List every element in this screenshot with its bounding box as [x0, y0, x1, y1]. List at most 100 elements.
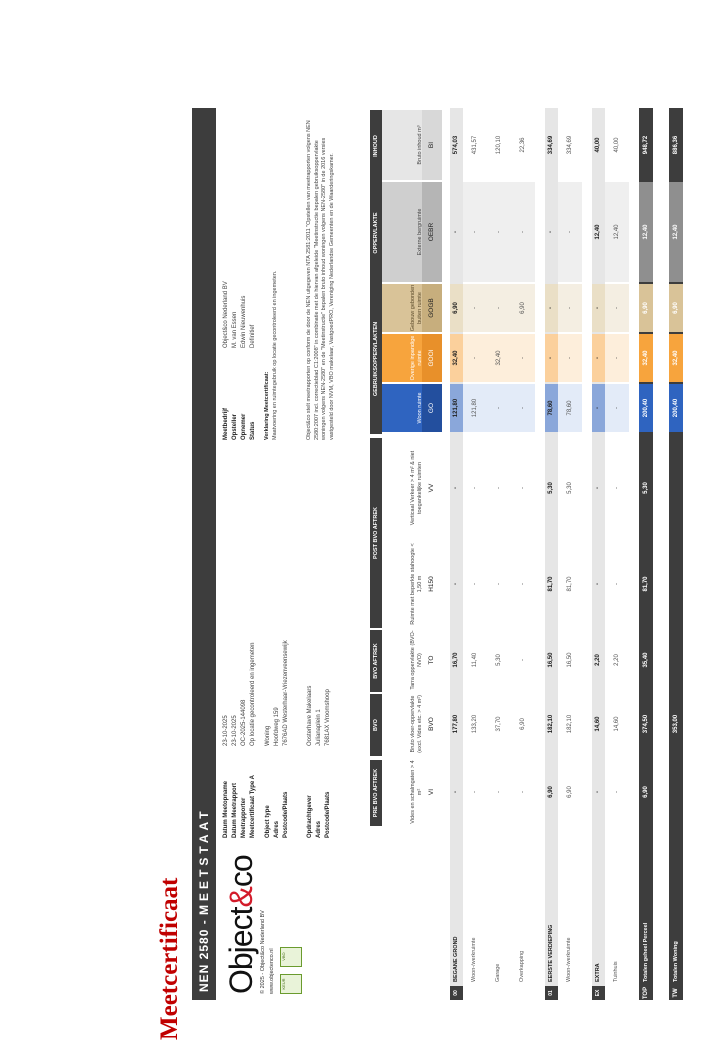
row-cell: -	[520, 659, 526, 661]
client-info-value: Oosterhave Makelaars	[307, 685, 313, 746]
section-total-cell: -	[545, 284, 558, 332]
object-info-key: Adres	[274, 820, 280, 838]
section-tag: 01	[545, 986, 558, 1000]
section-total-cell: -	[453, 231, 459, 233]
total-cell: 81,70	[643, 576, 649, 592]
section-total-cell: 334,69	[548, 135, 554, 155]
object-info: Object type Woning Adres Hoofdweg 159 Postco…	[264, 640, 291, 838]
column-code: OEBR	[422, 182, 442, 282]
row-cell: -	[472, 487, 478, 489]
total-cell: 6,90	[639, 284, 653, 332]
company-url: www.objectenco.nl	[269, 948, 275, 994]
row-cell: -	[520, 791, 526, 793]
meta-right-value: M. van Essen	[232, 311, 238, 348]
row-cell: -	[614, 487, 620, 489]
section-total-cell: -	[545, 334, 558, 382]
total-cell: 35,40	[643, 652, 649, 668]
meta-right-value: Object&co Nederland BV	[223, 281, 229, 348]
row-cell: 16,50	[567, 652, 573, 668]
section-total-cell: 14,60	[595, 716, 601, 732]
section-total-cell: -	[453, 487, 459, 489]
meta-left-value: Op locatie gecontroleerd en ingemeten	[250, 642, 256, 746]
total-cell: 200,40	[669, 384, 683, 432]
row-cell: -	[605, 284, 629, 332]
row-cell: 120,10	[496, 135, 502, 155]
section-name: EXTRA	[595, 963, 601, 982]
section-total-cell: 16,70	[453, 652, 459, 668]
object-info-row: Adres Hoofdweg 159	[273, 640, 282, 838]
row-cell: -	[487, 384, 511, 432]
meta-left-row: Datum Meetrapport 23-10-2025	[231, 643, 240, 838]
total-cell	[669, 630, 683, 690]
total-tag: TOP	[643, 986, 649, 1000]
total-cell: 32,40	[669, 334, 683, 382]
client-info-row: Adres Julianaplein 1	[315, 686, 324, 838]
group-header: BVO	[370, 694, 382, 756]
total-cell: 200,40	[639, 384, 653, 432]
row-cell: 6,90	[520, 718, 526, 730]
group-header: POST BVO AFTREK	[370, 438, 382, 628]
section-total-cell: 5,30	[548, 482, 554, 494]
row-cell: 133,20	[472, 714, 478, 734]
section-total-cell: -	[595, 487, 601, 489]
row-cell: 5,30	[567, 482, 573, 494]
meta-left-key: Datum Meetrapport	[232, 782, 238, 838]
total-cell: 6,90	[643, 786, 649, 798]
row-cell: -	[463, 284, 487, 332]
row-name: Garage	[495, 963, 501, 982]
client-info-key: Adres	[316, 820, 322, 838]
object-info-value: Woning	[265, 725, 271, 746]
section-total-cell: -	[592, 334, 605, 382]
banner-nen: NEN 2580	[197, 928, 211, 992]
row-cell: 6,90	[567, 786, 573, 798]
banner-dash: -	[197, 919, 211, 925]
client-info: Opdrachtgever Oosterhave Makelaars Adres Ju…	[306, 686, 333, 838]
verklaring-text: Maatvoering en ruimtegebruik op locatie …	[271, 270, 278, 440]
total-cell	[669, 760, 683, 824]
row-cell: 78,60	[558, 384, 582, 432]
section-name: BEGANE GROND	[453, 936, 459, 982]
total-cell: 886,36	[673, 135, 679, 155]
row-cell: -	[511, 334, 535, 382]
section-total-cell: -	[592, 384, 605, 432]
row-cell: -	[472, 791, 478, 793]
disclaimer: Object&co stelt meetrapporten op conform…	[306, 120, 335, 440]
column-code: BI	[422, 110, 442, 180]
section-total-cell: 6,90	[450, 284, 463, 332]
object-info-row: Object type Woning	[264, 640, 273, 838]
row-cell: -	[496, 583, 502, 585]
meta-left-key: Meetrapporter	[241, 797, 247, 838]
row-cell: -	[605, 334, 629, 382]
banner-title: MEETSTAAT	[197, 807, 211, 915]
row-name: Overkapping	[519, 950, 525, 982]
row-cell: -	[558, 334, 582, 382]
row-cell: 14,60	[614, 716, 620, 732]
logo-block: Object&co © 2025 - Object&co Nederland B…	[223, 844, 314, 994]
section-total-cell: 121,80	[450, 384, 463, 432]
total-cell: 32,40	[639, 334, 653, 382]
section-total-cell: 78,60	[545, 384, 558, 432]
row-cell: -	[511, 182, 535, 282]
object-info-row: Postcode/Plaats 7676AD Westerhaar-Vriezen…	[282, 640, 291, 838]
total-cell: 374,50	[643, 714, 649, 734]
client-info-row: Opdrachtgever Oosterhave Makelaars	[306, 686, 315, 838]
object-info-key: Postcode/Plaats	[283, 791, 289, 838]
meta-left-row: Meetcertificaat Type A Op locatie gecontr…	[249, 643, 258, 838]
row-cell: -	[520, 583, 526, 585]
section-total-cell: -	[595, 583, 601, 585]
group-header: INHOUD	[370, 110, 382, 182]
column-code: BVO	[428, 717, 435, 731]
row-cell: -	[487, 182, 511, 282]
total-cell: 353,00	[673, 714, 679, 734]
meta-right-key: Status	[250, 421, 256, 440]
meta-left: Datum Meetopname 23-10-2025 Datum Meetrapp…	[222, 643, 258, 838]
section-total-cell: 32,40	[450, 334, 463, 382]
total-cell: 12,40	[669, 182, 683, 282]
meta-right: Meetbedrijf Object&co Nederland BV Opstell…	[222, 281, 258, 440]
group-header: BVO AFTREK	[370, 630, 382, 692]
row-cell: 81,70	[567, 576, 573, 592]
section-total-cell: 16,50	[548, 652, 554, 668]
column-code: VV	[428, 483, 435, 493]
row-cell: 2,20	[614, 654, 620, 666]
meta-right-value: Edwin Nieuwenhuis	[241, 295, 247, 348]
